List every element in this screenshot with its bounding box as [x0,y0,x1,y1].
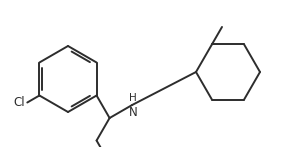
Text: H: H [129,93,137,103]
Text: N: N [129,106,138,119]
Text: Cl: Cl [14,96,25,109]
